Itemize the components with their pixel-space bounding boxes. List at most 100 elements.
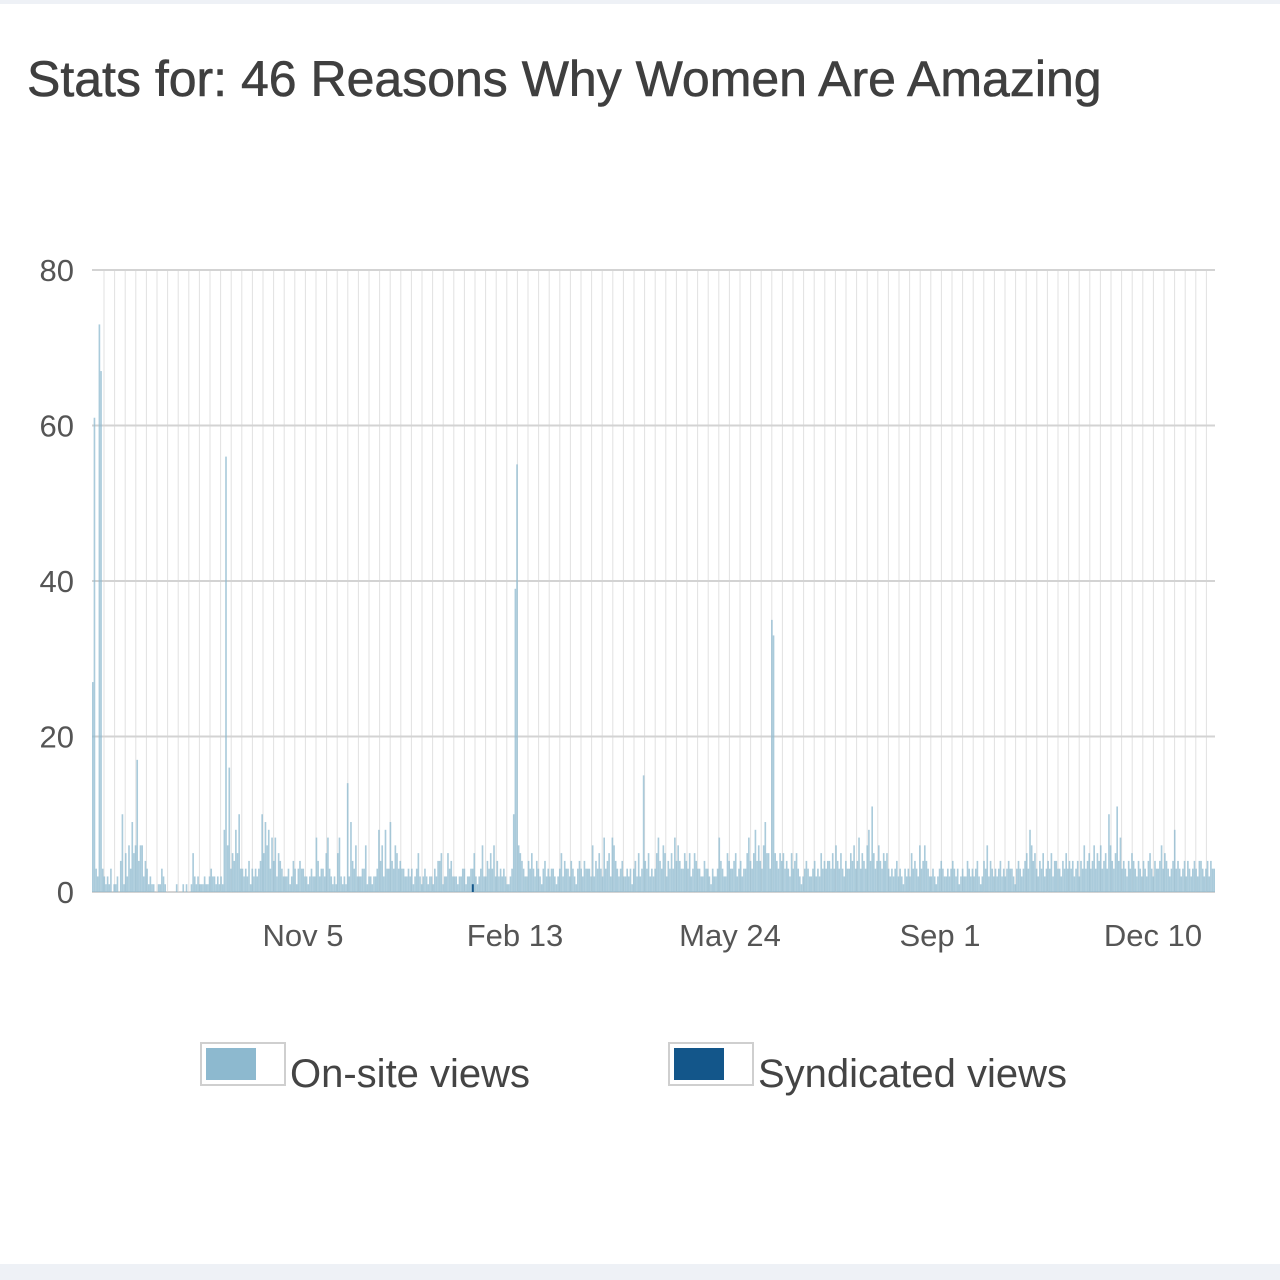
onsite-bar-220 xyxy=(453,876,456,892)
onsite-bar-40 xyxy=(157,884,160,892)
onsite-bar-192 xyxy=(407,868,410,892)
onsite-bar-338 xyxy=(647,853,650,893)
onsite-bar-221 xyxy=(455,876,458,892)
onsite-bar-431 xyxy=(800,884,803,892)
onsite-bar-301 xyxy=(586,868,589,892)
onsite-bar-137 xyxy=(317,860,319,892)
onsite-bar-256 xyxy=(512,814,515,892)
onsite-bar-606 xyxy=(1088,853,1091,893)
onsite-bar-140 xyxy=(322,868,324,892)
onsite-bar-664 xyxy=(1183,860,1186,892)
onsite-bar-475 xyxy=(873,853,875,893)
onsite-bar-265 xyxy=(527,860,530,892)
onsite-bar-151 xyxy=(340,876,342,892)
onsite-bar-408 xyxy=(762,845,765,892)
onsite-bar-44 xyxy=(164,884,166,892)
onsite-bar-107 xyxy=(267,829,270,892)
onsite-bar-679 xyxy=(1208,876,1211,892)
onsite-bar-355 xyxy=(675,860,678,892)
onsite-bar-446 xyxy=(825,868,827,892)
onsite-bar-325 xyxy=(626,868,629,892)
onsite-bar-461 xyxy=(849,853,852,893)
onsite-bar-124 xyxy=(295,884,298,892)
onsite-bar-533 xyxy=(968,868,971,892)
onsite-bar-342 xyxy=(654,868,656,892)
onsite-bar-114 xyxy=(279,860,282,892)
onsite-bar-515 xyxy=(938,868,941,892)
onsite-bar-579 xyxy=(1044,876,1046,892)
onsite-bar-510 xyxy=(930,876,933,892)
onsite-bar-120 xyxy=(289,884,291,892)
onsite-bar-554 xyxy=(1002,868,1005,892)
onsite-bar-629 xyxy=(1126,876,1128,892)
onsite-bar-654 xyxy=(1167,868,1169,892)
onsite-bar-283 xyxy=(557,876,559,892)
onsite-bar-497 xyxy=(909,876,911,892)
onsite-bar-631 xyxy=(1129,868,1132,892)
onsite-bar-413 xyxy=(771,619,773,893)
legend-label-syndicated: Syndicated views xyxy=(758,1052,1068,1096)
onsite-bar-163 xyxy=(360,876,362,892)
onsite-bar-456 xyxy=(841,868,844,892)
onsite-bar-359 xyxy=(682,868,684,892)
onsite-bar-205 xyxy=(429,876,431,892)
onsite-bar-203 xyxy=(425,876,428,892)
onsite-bar-634 xyxy=(1134,868,1137,892)
onsite-bar-644 xyxy=(1150,868,1153,892)
onsite-bar-600 xyxy=(1078,876,1081,892)
onsite-bar-37 xyxy=(152,884,155,892)
onsite-bar-96 xyxy=(249,884,252,892)
onsite-bar-143 xyxy=(327,837,329,892)
onsite-bar-168 xyxy=(368,876,370,892)
onsite-bar-108 xyxy=(269,868,272,892)
onsite-bar-180 xyxy=(387,868,390,892)
onsite-bar-462 xyxy=(851,860,854,892)
onsite-bar-512 xyxy=(933,876,936,892)
onsite-bar-583 xyxy=(1050,853,1053,893)
onsite-bar-423 xyxy=(787,868,790,892)
onsite-bar-382 xyxy=(720,860,722,892)
onsite-bar-19 xyxy=(123,884,125,892)
onsite-bar-534 xyxy=(970,876,972,892)
onsite-bar-364 xyxy=(690,876,693,892)
onsite-bar-212 xyxy=(440,853,443,893)
onsite-bar-435 xyxy=(807,868,809,892)
onsite-bar-433 xyxy=(803,868,806,892)
onsite-bar-302 xyxy=(588,868,591,892)
onsite-bar-141 xyxy=(323,876,326,892)
y-tick-label-3: 60 xyxy=(40,409,74,444)
onsite-bar-113 xyxy=(277,853,280,893)
onsite-bar-605 xyxy=(1086,860,1089,892)
onsite-bar-223 xyxy=(458,876,461,892)
onsite-bar-75 xyxy=(215,884,217,892)
onsite-bar-8 xyxy=(105,884,107,892)
onsite-bar-121 xyxy=(290,876,293,892)
syndicated-views-bars xyxy=(471,884,474,892)
onsite-bar-454 xyxy=(838,868,841,892)
onsite-bar-315 xyxy=(609,876,612,892)
onsite-bar-561 xyxy=(1014,884,1017,892)
onsite-bar-646 xyxy=(1154,860,1156,892)
onsite-bar-129 xyxy=(304,876,306,892)
onsite-bar-284 xyxy=(558,868,561,892)
onsite-bar-556 xyxy=(1006,868,1008,892)
onsite-bar-642 xyxy=(1147,860,1150,892)
x-tick-label-4: Dec 10 xyxy=(1104,918,1202,953)
onsite-bar-672 xyxy=(1196,876,1199,892)
onsite-bar-313 xyxy=(606,860,609,892)
onsite-bar-68 xyxy=(203,876,206,892)
onsite-bar-239 xyxy=(484,876,487,892)
onsite-bar-146 xyxy=(332,884,334,892)
onsite-bar-536 xyxy=(973,876,975,892)
onsite-bar-258 xyxy=(516,464,518,893)
onsite-bar-421 xyxy=(784,868,786,892)
onsite-bar-79 xyxy=(221,884,224,892)
y-tick-label-0: 0 xyxy=(57,875,74,910)
onsite-bar-227 xyxy=(465,884,467,892)
onsite-bar-165 xyxy=(363,868,365,892)
onsite-bar-424 xyxy=(789,876,791,892)
onsite-bar-117 xyxy=(284,876,287,892)
onsite-bar-393 xyxy=(738,868,740,892)
onsite-bar-100 xyxy=(256,876,259,892)
onsite-bar-330 xyxy=(634,860,637,892)
